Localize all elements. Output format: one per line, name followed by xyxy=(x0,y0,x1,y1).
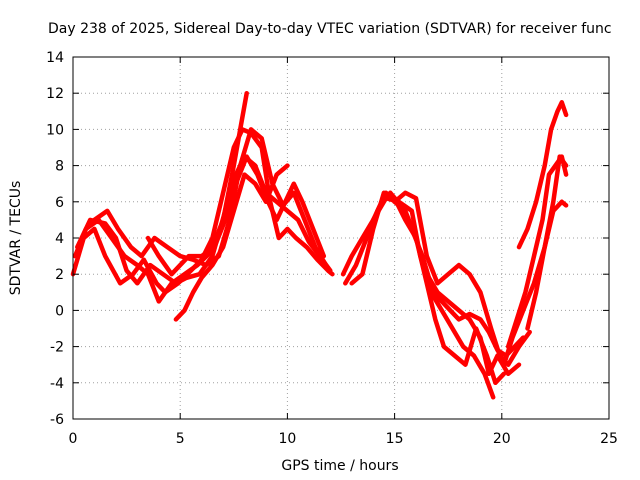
series-line xyxy=(70,127,335,295)
series-line xyxy=(370,195,496,400)
series-line xyxy=(145,154,327,277)
series-line xyxy=(525,199,569,331)
y-tick-label: 12 xyxy=(46,86,64,102)
x-tick-label: 20 xyxy=(493,431,511,447)
series-line xyxy=(75,154,333,286)
series-line xyxy=(392,190,532,367)
y-tick-label: 4 xyxy=(55,231,64,247)
x-axis-title: GPS time / hours xyxy=(281,458,398,474)
y-tick-label: -4 xyxy=(50,376,64,392)
y-axis-title: SDTVAR / TECUs xyxy=(8,181,24,296)
series-line xyxy=(516,100,569,250)
y-tick-label: 10 xyxy=(46,122,64,138)
ticks-layer: 0 5 10 15 20 25 -6 -4 -2 0 2 4 6 8 10 12 14 xyxy=(46,50,618,447)
y-tick-label: 14 xyxy=(46,50,64,66)
series-layer xyxy=(70,90,569,400)
y-tick-label: 8 xyxy=(55,159,64,175)
y-tick-label: 2 xyxy=(55,267,64,283)
series-line xyxy=(505,154,569,349)
x-tick-label: 10 xyxy=(278,431,296,447)
series-line xyxy=(173,163,290,322)
y-tick-label: -6 xyxy=(50,412,64,428)
y-tick-label: 6 xyxy=(55,195,64,211)
x-tick-label: 25 xyxy=(600,431,618,447)
y-tick-label: -2 xyxy=(50,340,64,356)
chart-title: Day 238 of 2025, Sidereal Day-to-day VTE… xyxy=(48,21,612,37)
x-tick-label: 15 xyxy=(386,431,404,447)
x-tick-label: 5 xyxy=(176,431,185,447)
y-tick-label: 0 xyxy=(55,303,64,319)
x-tick-label: 0 xyxy=(69,431,78,447)
